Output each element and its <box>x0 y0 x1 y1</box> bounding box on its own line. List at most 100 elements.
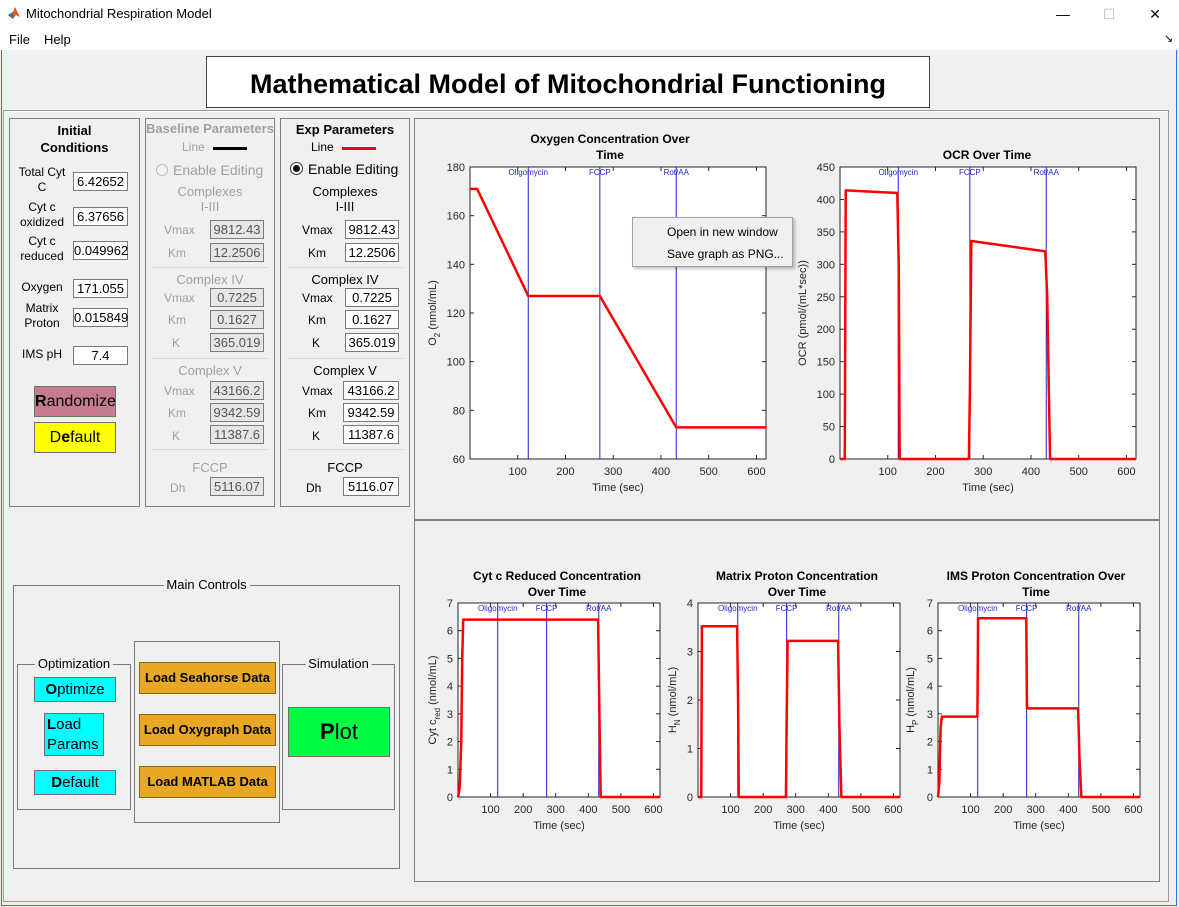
exp-km-field[interactable]: 12.2506 <box>345 243 399 262</box>
chart-1[interactable]: 100 200 300 400 500 600 0 50 100 150 200 250 300 350 4… <box>797 148 1137 494</box>
x-tick-label: 100 <box>961 804 979 816</box>
exp-complexes-l2: I-III <box>335 199 355 214</box>
exp-divider-1 <box>287 267 403 268</box>
exp-enable-editing-radio[interactable] <box>290 162 303 175</box>
y-tick-label: 4 <box>447 681 453 693</box>
y-label-main: H <box>905 725 917 733</box>
ic-label-line1: Total Cyt <box>18 165 66 179</box>
maximize-button[interactable]: ☐ <box>1102 6 1116 22</box>
y-tick-label: 120 <box>447 308 465 320</box>
exp-c4-k-field[interactable]: 365.019 <box>345 333 399 352</box>
baseline-enable-editing-radio[interactable] <box>156 164 168 176</box>
event-label: FCCP <box>589 168 611 177</box>
y-tick-label: 1 <box>687 744 693 756</box>
x-tick-label: 300 <box>604 466 622 478</box>
load-seahorse-button[interactable]: Load Seahorse Data <box>139 662 276 694</box>
y-tick-label: 1 <box>447 764 453 776</box>
baseline-c5-km-label: Km <box>168 406 186 420</box>
plot-button[interactable]: Plot <box>288 707 390 757</box>
x-axis-label: Time (sec) <box>592 482 644 494</box>
ic-value-field[interactable]: 0.049962 <box>73 241 129 260</box>
baseline-c5-vmax-label: Vmax <box>164 384 195 398</box>
load-oxygraph-button[interactable]: Load Oxygraph Data <box>139 714 276 746</box>
exp-c5-k-field[interactable]: 11387.6 <box>343 425 399 444</box>
exp-complexes-l1: Complexes <box>312 184 378 199</box>
baseline-c4-km-field[interactable]: 0.1627 <box>210 310 264 329</box>
baseline-c5-km-field[interactable]: 9342.59 <box>210 403 264 422</box>
y-tick-label: 0 <box>829 454 835 466</box>
baseline-c5-vmax-field[interactable]: 43166.2 <box>210 381 264 400</box>
default-hotkey: e <box>61 429 71 446</box>
load-params-button[interactable]: Load Params <box>44 713 104 756</box>
baseline-c4-k-field[interactable]: 365.019 <box>210 333 264 352</box>
baseline-dh-field[interactable]: 5116.07 <box>210 477 264 496</box>
x-tick-label: 500 <box>1070 466 1088 478</box>
y-tick-label: 250 <box>817 292 835 304</box>
chart-0[interactable]: 100 200 300 400 500 600 60 80 100 120 140 160 180 Oli… <box>427 132 767 494</box>
ic-value-field[interactable]: 0.015849 <box>73 308 129 327</box>
ic-value-field[interactable]: 6.42652 <box>73 172 128 191</box>
x-tick-label: 600 <box>644 804 662 816</box>
ic-label-line1: Oxygen <box>21 280 63 294</box>
ic-value-field[interactable]: 7.4 <box>73 346 128 365</box>
y-tick-label: 450 <box>817 162 835 174</box>
optimize-button[interactable]: Optimize <box>34 677 116 702</box>
exp-complexes-title: Complexes I-III <box>281 184 409 214</box>
ic-label-1: Cyt c oxidized <box>13 200 71 230</box>
window-titlebar: Mitochondrial Respiration Model — ☐ ✕ <box>0 0 1179 28</box>
chart-2[interactable]: 100 200 300 400 500 600 0 1 2 3 4 5 6 7 Oligomycin FCCP… <box>427 569 663 832</box>
load-label: oad <box>56 716 82 733</box>
optimize-label: ptimize <box>57 681 105 698</box>
randomize-button[interactable]: Randomize <box>34 386 116 417</box>
menu-help[interactable]: Help <box>44 32 71 47</box>
close-button[interactable]: ✕ <box>1149 6 1161 22</box>
toolbar-toggle-icon[interactable]: ↘ <box>1164 33 1174 45</box>
baseline-complex-v-title: Complex V <box>178 363 242 378</box>
default-button[interactable]: Default <box>34 422 116 453</box>
event-label: FCCP <box>536 604 558 613</box>
y-label-main: Cyt c <box>427 719 439 745</box>
optimization-default-button[interactable]: Default <box>34 770 116 795</box>
exp-dh-field[interactable]: 5116.07 <box>343 477 399 496</box>
baseline-c5-k-field[interactable]: 11387.6 <box>210 425 264 444</box>
event-label: Oligomycin <box>958 604 998 613</box>
y-label-sub: red <box>433 708 442 720</box>
y-label-sub: P <box>911 720 920 725</box>
menu-file[interactable]: File <box>9 32 30 47</box>
exp-complex-v-title: Complex V <box>313 363 377 378</box>
x-tick-label: 400 <box>579 804 597 816</box>
main-frame <box>3 110 1169 902</box>
exp-c5-km-field[interactable]: 9342.59 <box>343 403 399 422</box>
baseline-km-field[interactable]: 12.2506 <box>210 243 264 262</box>
chart-3[interactable]: 100 200 300 400 500 600 0 1 2 3 4 Oligomycin FCCP Rot… <box>667 569 903 832</box>
baseline-enable-editing-label: Enable Editing <box>173 162 264 178</box>
baseline-line-swatch <box>213 147 247 150</box>
exp-title: Exp Parameters <box>295 122 395 137</box>
y-tick-label: 5 <box>447 653 453 665</box>
menu-open-new-window[interactable]: Open in new window <box>667 225 778 239</box>
x-tick-label: 100 <box>509 466 527 478</box>
event-label: Oligomycin <box>508 168 548 177</box>
exp-vmax-label: Vmax <box>302 223 333 237</box>
baseline-dh-label: Dh <box>170 481 186 495</box>
chart-title: OCR Over Time <box>943 148 1032 162</box>
x-tick-label: 600 <box>747 466 765 478</box>
baseline-c4-k-label: K <box>172 336 181 350</box>
exp-c5-vmax-field[interactable]: 43166.2 <box>343 381 399 400</box>
minimize-button[interactable]: — <box>1056 6 1070 22</box>
baseline-vmax-field[interactable]: 9812.43 <box>210 220 264 239</box>
menu-save-graph-png[interactable]: Save graph as PNG... <box>667 247 784 261</box>
exp-c4-vmax-field[interactable]: 0.7225 <box>345 288 399 307</box>
ic-value-field[interactable]: 6.37656 <box>73 207 128 226</box>
exp-c4-km-field[interactable]: 0.1627 <box>345 310 399 329</box>
baseline-c4-vmax-field[interactable]: 0.7225 <box>210 288 264 307</box>
exp-divider-2 <box>287 358 403 359</box>
load-matlab-button[interactable]: Load MATLAB Data <box>139 766 276 798</box>
load-params-hotkey: L <box>47 716 57 733</box>
baseline-c4-vmax-label: Vmax <box>164 291 195 305</box>
ic-value-field[interactable]: 171.055 <box>73 279 128 298</box>
baseline-complexes-title: Complexes I-III <box>146 184 274 214</box>
default-label: fault <box>70 429 101 446</box>
chart-4[interactable]: 100 200 300 400 500 600 0 1 2 3 4 5 6 7 Oligomycin FCCP… <box>905 569 1143 832</box>
exp-vmax-field[interactable]: 9812.43 <box>345 220 399 239</box>
